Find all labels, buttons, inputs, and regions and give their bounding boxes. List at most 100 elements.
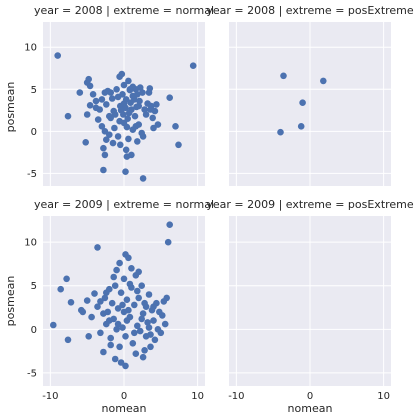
data-point	[109, 139, 117, 147]
data-point	[138, 315, 145, 323]
data-point	[123, 296, 131, 304]
data-point	[88, 313, 95, 321]
data-point	[134, 322, 141, 330]
y-tick-labels-bottom: -5 0 5 10	[24, 238, 37, 380]
data-point	[145, 291, 153, 298]
data-point	[86, 102, 94, 109]
data-point	[126, 86, 134, 93]
data-point	[141, 299, 148, 307]
data-point	[131, 112, 139, 120]
data-point	[94, 116, 102, 123]
data-point	[110, 273, 117, 281]
data-point	[89, 91, 97, 98]
data-point	[299, 99, 306, 106]
data-point	[135, 294, 142, 302]
data-point	[114, 320, 122, 328]
data-point	[119, 301, 126, 309]
x-axis-label-left: nomean	[102, 402, 147, 415]
data-point	[147, 343, 154, 351]
data-point	[151, 336, 159, 344]
data-point	[83, 111, 91, 118]
y-tick-labels-top: -5 0 5 10	[24, 43, 37, 180]
data-point	[166, 94, 173, 101]
data-point	[320, 77, 327, 85]
data-point	[104, 308, 112, 316]
panel-2008-normal	[43, 22, 205, 186]
data-point	[107, 341, 114, 349]
x-tick-labels-left: -10 0 10	[42, 391, 204, 402]
x-axis-label-right: nomean	[288, 402, 333, 415]
data-point	[108, 95, 116, 102]
x-tick-label: 10	[191, 391, 204, 402]
data-point	[136, 97, 143, 105]
data-point	[64, 336, 72, 344]
facet-title-2008-posextreme: year = 2008 | extreme = posExtreme	[206, 4, 414, 17]
data-point	[103, 101, 110, 108]
data-point	[189, 62, 197, 69]
data-point	[157, 329, 165, 337]
data-point	[134, 287, 141, 295]
data-point	[141, 106, 148, 113]
data-point	[175, 141, 182, 149]
data-point	[120, 275, 128, 283]
y-tick-label: -5	[27, 169, 37, 180]
data-point	[132, 123, 140, 130]
data-point	[135, 102, 142, 110]
facet-title-2009-posextreme: year = 2009 | extreme = posExtreme	[206, 198, 414, 211]
data-point	[172, 123, 179, 130]
data-point	[123, 317, 131, 324]
data-point	[116, 343, 123, 351]
data-point	[146, 85, 154, 92]
data-point	[111, 124, 118, 132]
x-tick-labels-right: -10 0 10	[228, 391, 390, 402]
data-point	[164, 238, 172, 246]
data-point	[79, 308, 87, 316]
y-tick-label: 10	[24, 238, 37, 249]
data-point	[134, 138, 141, 145]
data-point	[136, 84, 144, 91]
data-point	[125, 77, 132, 85]
data-point	[125, 306, 132, 314]
data-point	[106, 317, 113, 324]
data-point	[163, 294, 170, 302]
data-point	[117, 141, 124, 149]
data-point	[113, 326, 120, 333]
data-point	[128, 106, 135, 113]
data-point	[166, 221, 173, 228]
x-tick-label: 10	[377, 391, 390, 402]
data-point	[149, 114, 156, 122]
data-point	[107, 114, 114, 122]
data-point	[94, 303, 101, 311]
facet-title-2009-normal: year = 2009 | extreme = normal	[34, 198, 214, 211]
panel-2009-posextreme	[229, 216, 391, 386]
data-point	[123, 123, 131, 131]
data-point	[98, 123, 106, 130]
data-point	[100, 144, 107, 152]
data-point	[98, 96, 106, 103]
data-point	[154, 121, 162, 128]
data-point	[113, 86, 120, 93]
data-point	[92, 97, 100, 105]
data-point	[63, 275, 70, 283]
data-point	[85, 75, 92, 83]
data-point	[113, 266, 120, 274]
data-point	[131, 301, 138, 309]
data-point	[142, 333, 150, 340]
panel-2009-normal	[43, 216, 205, 386]
y-axis-label-bottom: posmean	[4, 276, 17, 327]
data-point	[139, 353, 147, 361]
data-point	[85, 333, 92, 340]
data-point	[86, 82, 94, 90]
data-point	[139, 133, 147, 140]
y-tick-label: 5	[31, 281, 37, 292]
data-point	[64, 112, 72, 120]
x-tick-label: -10	[228, 391, 244, 402]
data-point	[161, 320, 169, 328]
data-point	[119, 91, 126, 98]
data-point	[92, 104, 100, 112]
data-point	[120, 81, 128, 89]
data-point	[144, 319, 151, 326]
data-point	[139, 310, 147, 317]
x-tick-label: 0	[121, 391, 127, 402]
